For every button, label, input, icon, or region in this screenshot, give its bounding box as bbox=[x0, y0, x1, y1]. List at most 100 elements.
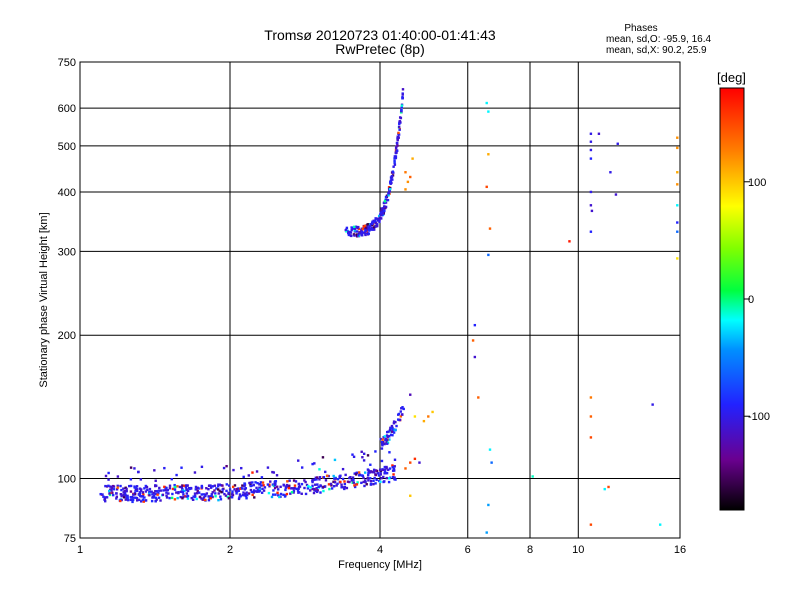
data-point bbox=[297, 482, 301, 486]
stats-heading: Phases bbox=[624, 23, 657, 34]
data-point bbox=[333, 481, 337, 484]
data-point bbox=[200, 484, 204, 488]
data-point bbox=[390, 430, 394, 433]
data-point bbox=[241, 484, 244, 487]
data-point bbox=[221, 488, 224, 491]
data-point bbox=[135, 485, 139, 488]
data-point bbox=[137, 493, 141, 496]
data-point bbox=[142, 500, 145, 503]
data-point bbox=[379, 470, 383, 473]
data-point bbox=[323, 485, 327, 488]
data-point bbox=[125, 487, 128, 491]
data-point bbox=[603, 487, 606, 491]
data-point bbox=[275, 485, 279, 488]
data-point bbox=[386, 435, 389, 439]
data-point bbox=[108, 493, 112, 497]
data-point bbox=[386, 442, 389, 445]
data-point bbox=[356, 234, 360, 237]
data-point bbox=[297, 459, 300, 462]
data-point bbox=[488, 448, 492, 451]
data-point bbox=[209, 484, 212, 487]
data-point bbox=[350, 479, 354, 482]
data-point bbox=[277, 494, 280, 497]
data-point bbox=[183, 495, 187, 498]
data-point bbox=[324, 470, 327, 474]
data-point bbox=[589, 132, 593, 135]
data-point bbox=[589, 523, 593, 526]
data-point bbox=[286, 480, 289, 483]
data-point bbox=[174, 485, 177, 489]
data-point bbox=[200, 497, 203, 500]
data-point bbox=[266, 483, 270, 486]
data-point bbox=[352, 455, 356, 459]
x-tick-label: 16 bbox=[674, 544, 686, 556]
data-point bbox=[379, 480, 382, 483]
data-point bbox=[361, 234, 364, 237]
data-point bbox=[224, 494, 228, 497]
data-point bbox=[373, 476, 376, 480]
data-point bbox=[413, 415, 417, 418]
data-point bbox=[272, 471, 276, 474]
data-point bbox=[392, 165, 395, 168]
x-tick-label: 4 bbox=[377, 544, 383, 556]
data-point bbox=[133, 491, 137, 495]
data-point bbox=[363, 231, 367, 234]
data-point bbox=[251, 481, 254, 484]
data-point bbox=[241, 493, 245, 497]
data-point bbox=[380, 447, 384, 450]
data-point bbox=[400, 108, 403, 112]
data-point bbox=[234, 489, 238, 493]
data-point bbox=[589, 204, 593, 207]
data-point bbox=[150, 499, 154, 503]
y-axis-label: Stationary phase Virtual Height [km] bbox=[38, 212, 50, 387]
data-point bbox=[372, 479, 375, 482]
data-point bbox=[366, 227, 369, 230]
data-point bbox=[166, 488, 170, 492]
data-point bbox=[487, 110, 490, 113]
colorbar-tick-label: 100 bbox=[748, 177, 766, 189]
data-point bbox=[245, 497, 248, 500]
data-point bbox=[252, 491, 256, 494]
data-point bbox=[294, 480, 298, 483]
data-point bbox=[237, 497, 241, 501]
data-point bbox=[126, 498, 130, 502]
data-point bbox=[332, 485, 336, 488]
data-point bbox=[111, 484, 115, 488]
data-point bbox=[399, 111, 403, 114]
data-point bbox=[261, 487, 264, 491]
data-point bbox=[177, 491, 180, 494]
data-point bbox=[139, 500, 143, 503]
phase-stats: Phases mean, sd,O: -95.9, 16.4 mean, sd,… bbox=[606, 23, 711, 56]
data-point bbox=[394, 146, 398, 150]
data-point bbox=[395, 145, 398, 148]
data-point bbox=[394, 151, 398, 154]
data-point bbox=[383, 465, 387, 469]
data-point bbox=[154, 496, 158, 500]
data-point bbox=[165, 486, 168, 490]
data-point bbox=[274, 480, 278, 483]
data-point bbox=[327, 474, 330, 478]
data-point bbox=[204, 498, 207, 502]
data-point bbox=[374, 473, 378, 477]
data-point bbox=[353, 227, 357, 231]
data-point bbox=[388, 438, 391, 441]
data-point bbox=[244, 492, 247, 495]
data-point bbox=[589, 148, 593, 152]
data-point bbox=[200, 465, 204, 469]
data-point bbox=[107, 484, 110, 488]
data-point bbox=[409, 461, 412, 464]
data-point bbox=[148, 493, 151, 497]
data-point bbox=[367, 232, 371, 235]
data-point bbox=[285, 492, 289, 496]
data-point bbox=[607, 485, 610, 489]
data-point bbox=[363, 224, 367, 228]
data-point bbox=[364, 480, 367, 484]
data-point bbox=[273, 484, 277, 487]
data-point bbox=[134, 489, 137, 492]
data-point bbox=[313, 462, 316, 465]
data-point bbox=[352, 478, 355, 482]
data-point bbox=[278, 495, 281, 499]
data-point bbox=[99, 492, 102, 496]
data-point bbox=[168, 487, 172, 490]
data-point bbox=[383, 435, 386, 438]
